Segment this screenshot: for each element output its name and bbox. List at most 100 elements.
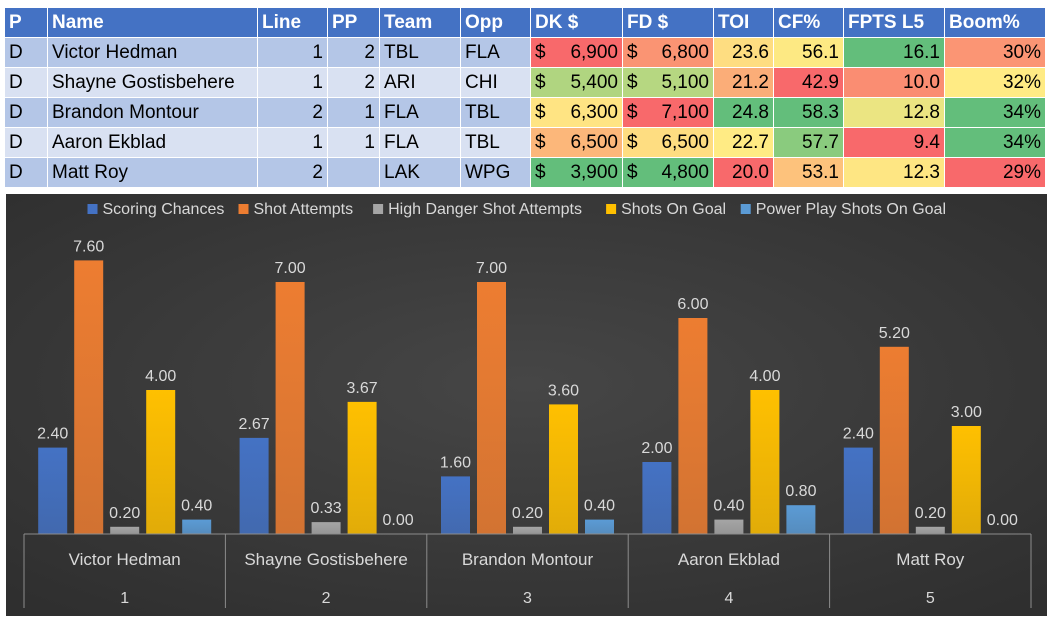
data-label: 2.67	[239, 416, 270, 433]
table-cell-fd: $5,100	[622, 67, 714, 98]
table-cell-team: FLA	[379, 97, 461, 128]
amount: 6,500	[570, 131, 618, 153]
amount: 6,300	[570, 101, 618, 123]
data-label: 7.00	[476, 260, 507, 277]
table-cell-boom: 32%	[944, 67, 1046, 98]
table-cell-boom: 30%	[944, 37, 1046, 68]
table-cell-dk: $5,400	[530, 67, 623, 98]
amount: 5,400	[570, 71, 618, 93]
legend-label: High Danger Shot Attempts	[388, 201, 582, 218]
table-cell-opp: TBL	[460, 127, 531, 158]
table-cell-dk: $6,900	[530, 37, 623, 68]
bar	[110, 526, 140, 534]
stats-table: P Name Line PP Team Opp DK $ FD $ TOI CF% FPTS L5 B…	[4, 7, 1046, 188]
bar	[642, 462, 672, 534]
data-label: 0.00	[383, 512, 414, 529]
chart-background	[6, 194, 1047, 616]
data-label: 2.40	[843, 426, 874, 443]
legend-label: Power Play Shots On Goal	[756, 201, 946, 218]
table-cell-fd: $7,100	[622, 97, 714, 128]
amount: 6,800	[661, 41, 709, 63]
category-number: 2	[322, 590, 331, 607]
table-cell-pp: 2	[327, 37, 380, 68]
table-cell-name: Shayne Gostisbehere	[47, 67, 258, 98]
table-cell-opp: FLA	[460, 37, 531, 68]
table-cell-pp	[327, 157, 380, 188]
data-label: 2.00	[641, 440, 672, 457]
category-number: 3	[523, 590, 532, 607]
category-label: Victor Hedman	[69, 550, 181, 569]
table-cell-toi: 20.0	[713, 157, 774, 188]
column-header: FPTS L5	[843, 7, 945, 38]
table-cell-fpts: 12.3	[843, 157, 945, 188]
table-cell-team: ARI	[379, 67, 461, 98]
currency-symbol: $	[535, 41, 546, 63]
table-cell-cf: 58.3	[773, 97, 844, 128]
table-cell-name: Brandon Montour	[47, 97, 258, 128]
table-cell-line: 2	[257, 97, 328, 128]
table-cell-toi: 23.6	[713, 37, 774, 68]
amount: 7,100	[661, 101, 709, 123]
table-cell-boom: 34%	[944, 127, 1046, 158]
currency-symbol: $	[535, 71, 546, 93]
column-header: Line	[257, 7, 328, 38]
data-label: 0.00	[987, 512, 1018, 529]
bar	[38, 447, 68, 534]
currency-symbol: $	[535, 131, 546, 153]
table-cell-opp: CHI	[460, 67, 531, 98]
data-label: 1.60	[440, 454, 471, 471]
table-row: D Matt Roy 2 LAK WPG $3,900 $4,800 20.0 53.1 12.3…	[4, 157, 1046, 188]
table-row: D Victor Hedman 1 2 TBL FLA $6,900 $6,800 23.6 56…	[4, 37, 1046, 68]
category-label: Shayne Gostisbehere	[244, 550, 408, 569]
bar	[678, 318, 708, 534]
table-cell-p: D	[4, 37, 48, 68]
table-cell-cf: 53.1	[773, 157, 844, 188]
bar	[750, 390, 780, 534]
table-cell-fd: $4,800	[622, 157, 714, 188]
category-number: 4	[724, 590, 733, 607]
table-cell-fd: $6,500	[622, 127, 714, 158]
table-cell-p: D	[4, 67, 48, 98]
bar	[441, 476, 470, 534]
column-header: Opp	[460, 7, 531, 38]
table-cell-name: Aaron Ekblad	[47, 127, 258, 158]
table-cell-line: 2	[257, 157, 328, 188]
bar	[513, 526, 542, 534]
bar	[843, 447, 873, 534]
data-label: 6.00	[677, 296, 708, 313]
column-header: FD $	[622, 7, 714, 38]
amount: 3,900	[570, 161, 618, 183]
column-header: PP	[327, 7, 380, 38]
amount: 4,800	[661, 161, 709, 183]
table-cell-toi: 22.7	[713, 127, 774, 158]
data-label: 7.00	[275, 260, 306, 277]
bar	[549, 404, 578, 534]
data-label: 3.67	[347, 380, 378, 397]
bar	[275, 282, 305, 534]
data-label: 0.40	[181, 498, 212, 515]
bar	[347, 401, 377, 534]
bar	[786, 505, 816, 534]
data-label: 3.00	[951, 404, 982, 421]
table-cell-team: FLA	[379, 127, 461, 158]
table-cell-boom: 29%	[944, 157, 1046, 188]
table-cell-p: D	[4, 157, 48, 188]
currency-symbol: $	[627, 71, 638, 93]
legend-label: Shots On Goal	[621, 201, 726, 218]
bar	[239, 437, 269, 534]
currency-symbol: $	[627, 161, 638, 183]
table-cell-cf: 56.1	[773, 37, 844, 68]
table-cell-pp: 2	[327, 67, 380, 98]
legend-swatch	[87, 204, 98, 214]
bar	[585, 519, 614, 534]
column-header: P	[4, 7, 48, 38]
amount: 6,500	[661, 131, 709, 153]
legend-label: Scoring Chances	[103, 201, 225, 218]
bar	[311, 522, 341, 534]
bar	[714, 519, 744, 534]
data-label: 0.20	[915, 505, 946, 522]
legend-swatch	[373, 204, 384, 214]
table-cell-team: LAK	[379, 157, 461, 188]
bar	[951, 426, 981, 534]
data-label: 0.40	[713, 498, 744, 515]
